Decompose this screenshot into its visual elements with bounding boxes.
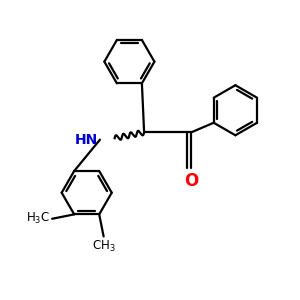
Text: O: O bbox=[184, 172, 198, 190]
Text: CH$_3$: CH$_3$ bbox=[92, 239, 116, 254]
Text: HN: HN bbox=[75, 133, 98, 147]
Text: H$_3$C: H$_3$C bbox=[26, 211, 50, 226]
